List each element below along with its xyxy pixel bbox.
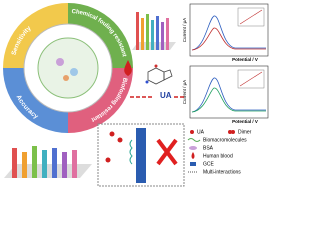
- bar-3d-top: [132, 12, 176, 50]
- blood-drop: [124, 60, 132, 76]
- legend-icon: [231, 130, 235, 134]
- legend-icon: [191, 152, 195, 159]
- electrode: [136, 128, 146, 183]
- atom: [145, 80, 149, 84]
- graphical-abstract: Sensitivity Chemical fouling resistant B…: [3, 3, 269, 187]
- axis-label: Potential / V: [232, 119, 258, 124]
- bar: [62, 152, 67, 178]
- legend-text: BSA: [203, 145, 214, 151]
- curve: [191, 77, 266, 113]
- ua: [105, 157, 111, 163]
- curve: [191, 27, 266, 51]
- center: UA: [124, 60, 186, 100]
- bar: [136, 12, 139, 50]
- center-label: UA: [160, 91, 172, 100]
- plot-top: Current / μA Potential / V: [182, 3, 269, 62]
- axis-label: Potential / V: [232, 57, 258, 62]
- atom: [154, 64, 158, 68]
- bar: [42, 150, 47, 178]
- legend-text: Human blood: [203, 153, 233, 159]
- legend-icon: [189, 146, 197, 150]
- ua: [117, 137, 123, 143]
- legend-icon: [228, 130, 232, 134]
- plot-bottom: Current / μA Potential / V: [182, 65, 269, 124]
- legend-text: GCE: [203, 161, 215, 167]
- bar: [146, 14, 149, 50]
- legend-icon: [187, 138, 201, 142]
- block-mark: [156, 138, 178, 166]
- ring: Sensitivity Chemical fouling resistant B…: [3, 3, 133, 133]
- ua: [109, 131, 115, 137]
- particle: [70, 68, 78, 76]
- legend: UA Dimer Biomacromolecules BSA Human blo…: [187, 129, 252, 175]
- legend-text: UA: [197, 129, 205, 135]
- bar: [166, 18, 169, 50]
- electrode-panel: [97, 123, 185, 187]
- electrode-surface: [37, 37, 99, 99]
- layer: [129, 139, 133, 165]
- bar: [151, 20, 154, 50]
- particle: [63, 75, 69, 81]
- bar: [72, 150, 77, 178]
- bar: [156, 16, 159, 50]
- curve: [191, 15, 266, 51]
- legend-text: Dimer: [238, 129, 252, 135]
- legend-text: Biomacromolecules: [203, 137, 247, 143]
- bar: [52, 148, 57, 178]
- axis-label: Current / μA: [182, 80, 187, 104]
- bar: [12, 148, 17, 178]
- axis-label: Current / μA: [182, 18, 187, 42]
- bar: [161, 22, 164, 50]
- bar: [141, 18, 144, 50]
- particle: [56, 58, 64, 66]
- inset-line: [239, 9, 263, 25]
- bar-3d-bottom: [4, 146, 92, 178]
- floor: [4, 164, 92, 178]
- bar: [22, 152, 27, 178]
- bar: [32, 146, 37, 178]
- molecule: [147, 67, 165, 85]
- legend-icon: [190, 162, 196, 166]
- legend-text: Multi-interactions: [203, 169, 241, 175]
- inset-line: [239, 71, 263, 87]
- molecule: [163, 69, 173, 81]
- curve: [191, 87, 266, 113]
- legend-icon: [190, 130, 194, 134]
